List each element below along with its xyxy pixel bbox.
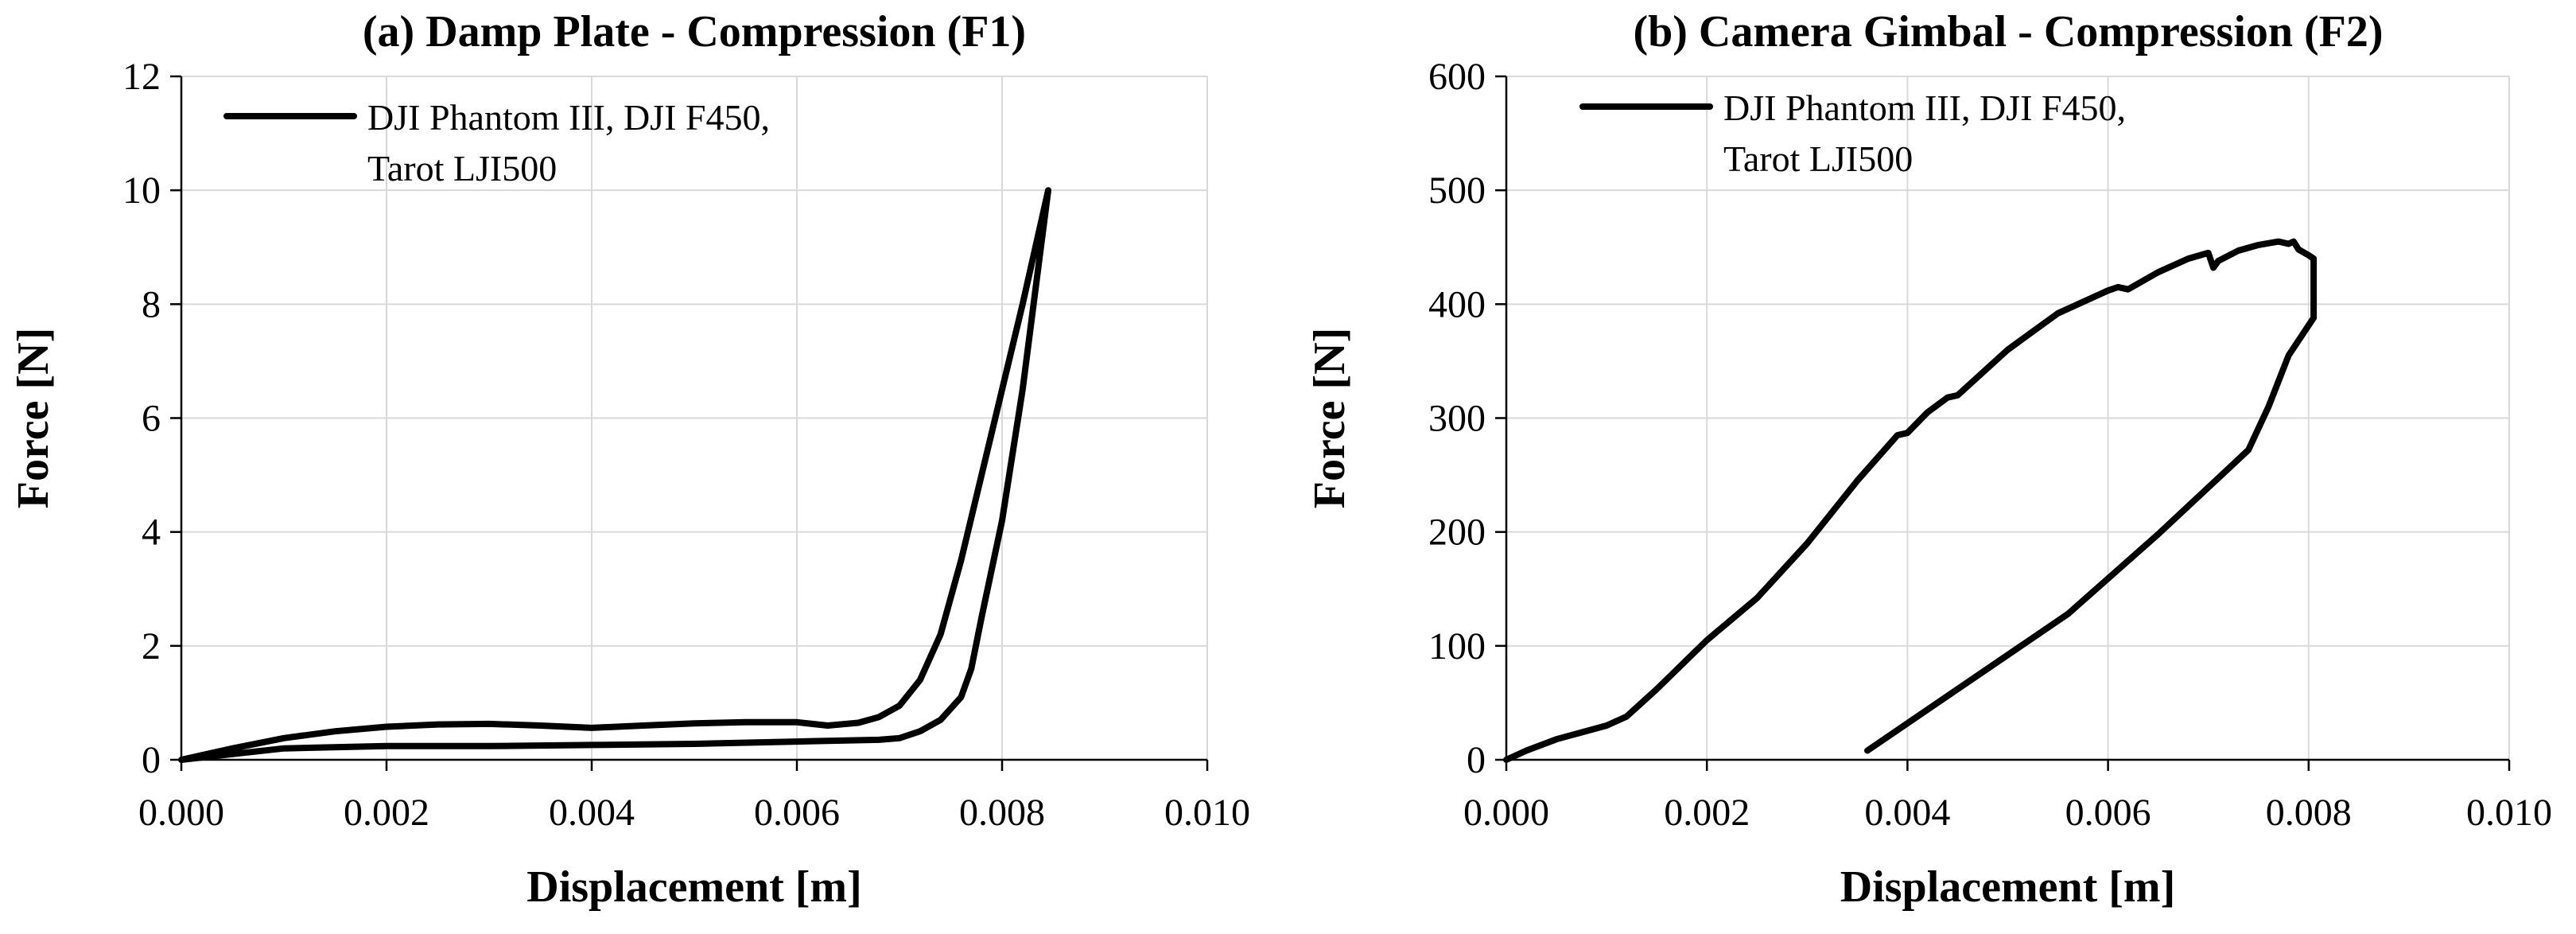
- y-tick-label: 12: [122, 56, 161, 98]
- x-axis-label: Displacement [m]: [526, 862, 861, 912]
- y-tick-label: 2: [142, 625, 161, 667]
- chart-panel-a: 0 2 4 6 8 10 12 0.000 0.002 0.004 0.006 0.008 0.010 (…: [9, 7, 1250, 912]
- x-tick-label: 0.008: [2266, 792, 2352, 834]
- y-tick-label: 100: [1428, 625, 1486, 667]
- x-tick-label: 0.002: [1664, 792, 1750, 834]
- x-tick-label: 0.000: [138, 792, 224, 834]
- chart-panel-b: 0 100 200 300 400 500 600 0.000 0.002 0.004 0.006 0…: [1305, 7, 2552, 912]
- chart-title: (a) Damp Plate - Compression (F1): [363, 7, 1026, 56]
- x-tick-label: 0.006: [2065, 792, 2151, 834]
- y-tick-label: 300: [1428, 398, 1486, 440]
- legend-label: DJI Phantom III, DJI F450,: [1723, 88, 2126, 128]
- x-tick-label: 0.010: [2466, 792, 2552, 834]
- y-tick-label: 500: [1428, 169, 1486, 212]
- x-tick-label: 0.002: [344, 792, 429, 834]
- y-tick-label: 600: [1428, 56, 1486, 98]
- y-tick-label: 4: [142, 512, 161, 554]
- y-axis-label: Force [N]: [1305, 328, 1354, 509]
- y-tick-label: 400: [1428, 283, 1486, 325]
- legend-label: DJI Phantom III, DJI F450,: [367, 97, 770, 138]
- x-tick-label: 0.006: [754, 792, 840, 834]
- chart-title: (b) Camera Gimbal - Compression (F2): [1633, 7, 2383, 56]
- series-line: [178, 187, 1051, 763]
- y-tick-label: 0: [1467, 739, 1486, 781]
- series-line: [1503, 238, 2318, 763]
- y-tick-label: 10: [122, 169, 161, 212]
- x-tick-label: 0.008: [959, 792, 1045, 834]
- y-axis-label: Force [N]: [9, 328, 58, 509]
- x-tick-label: 0.004: [1864, 792, 1950, 834]
- y-tick-label: 6: [142, 398, 161, 440]
- x-axis-label: Displacement [m]: [1840, 862, 2175, 912]
- x-tick-label: 0.000: [1463, 792, 1549, 834]
- x-tick-label: 0.010: [1164, 792, 1250, 834]
- legend-label: Tarot LJI500: [367, 148, 557, 189]
- y-tick-label: 0: [142, 739, 161, 781]
- y-tick-label: 8: [142, 283, 161, 325]
- x-tick-label: 0.004: [549, 792, 635, 834]
- legend-label: Tarot LJI500: [1723, 138, 1913, 179]
- y-tick-label: 200: [1428, 512, 1486, 554]
